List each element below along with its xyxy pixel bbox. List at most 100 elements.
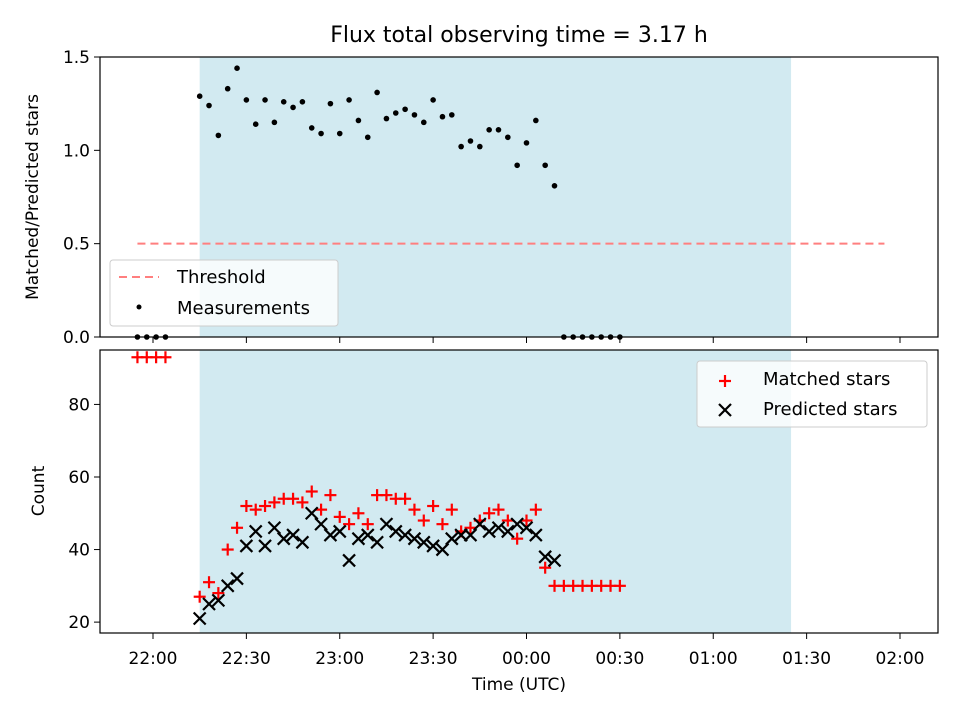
predicted-star-point: [510, 517, 524, 531]
predicted-star-point: [463, 528, 478, 542]
top-panel: 0.0 0.5 1.0 1.5 Matched/Predicted stars Thr…: [23, 48, 939, 348]
measurement-point: [542, 162, 548, 169]
predicted-star-point: [388, 524, 403, 539]
x-tick-label: 00:00: [502, 649, 551, 669]
predicted-star-point: [276, 531, 291, 546]
legend-measurements-label: Measurements: [177, 298, 310, 319]
measurement-point: [383, 115, 390, 122]
predicted-star-point: [351, 531, 366, 546]
measurement-point: [327, 100, 334, 107]
predicted-star-point: [426, 539, 440, 553]
bottom-plot-frame: [99, 349, 939, 634]
predicted-star-point: [398, 528, 412, 542]
top-y-tick-label: 0.0: [63, 328, 90, 348]
measurement-point: [206, 102, 212, 109]
matched-star-point: [501, 514, 514, 527]
predicted-star-point: [435, 542, 450, 557]
measurement-point: [523, 140, 530, 146]
bottom-panel: 20 40 60 80 22:00 22:30 23:00 23:30 00:00 00:30 01…: [29, 349, 939, 695]
measurement-point: [271, 119, 278, 126]
matched-star-point: [492, 503, 505, 516]
matched-star-point: [296, 496, 309, 509]
legend-predicted-label: Predicted stars: [763, 399, 897, 420]
matched-star-point: [511, 532, 524, 545]
predicted-star-point: [304, 506, 319, 521]
measurement-point: [495, 127, 502, 133]
matched-star-point: [539, 561, 552, 574]
matched-star-point: [315, 503, 328, 516]
matched-star-point: [324, 489, 337, 502]
matched-star-point: [613, 579, 626, 592]
top-plot-frame: [99, 56, 939, 338]
matched-star-point: [361, 518, 374, 531]
predicted-star-point: [538, 550, 552, 564]
matched-star-point: [221, 543, 234, 556]
legend-predicted-swatch: [718, 403, 732, 417]
measurement-point: [336, 130, 343, 137]
measurement-point: [551, 183, 558, 189]
matched-star-point: [408, 503, 421, 516]
measurement-point: [430, 97, 436, 103]
measurement-point: [262, 97, 268, 103]
measurement-point: [290, 104, 296, 111]
matched-star-point: [287, 492, 300, 505]
matched-star-point: [520, 514, 533, 527]
matched-star-point: [483, 507, 496, 520]
legend-threshold-label: Threshold: [176, 267, 266, 288]
x-tick-label: 23:30: [409, 649, 458, 669]
predicted-star-point: [332, 524, 347, 539]
predicted-star-point: [258, 539, 272, 553]
x-tick-label: 00:30: [595, 649, 644, 669]
measurement-point: [215, 132, 222, 139]
predicted-star-point: [370, 535, 384, 550]
bottom-y-tick-label: 40: [68, 541, 90, 561]
matched-star-point: [231, 521, 244, 534]
measurement-point: [505, 134, 511, 141]
bottom-observing-window: [199, 350, 792, 633]
matched-star-point: [240, 500, 253, 513]
measurement-point: [392, 110, 399, 116]
measurement-point: [458, 143, 464, 150]
bottom-y-tick-label: 60: [68, 468, 90, 488]
legend-matched-label: Matched stars: [763, 369, 890, 390]
matched-star-point: [464, 521, 477, 534]
top-y-tick-label: 0.5: [63, 235, 90, 255]
matched-star-point: [249, 503, 262, 516]
matched-star-point: [445, 503, 458, 516]
predicted-star-point: [342, 553, 356, 568]
matched-star-point: [193, 590, 206, 603]
predicted-star-point: [220, 579, 235, 593]
measurement-point: [402, 106, 408, 113]
predicted-star-point: [267, 521, 282, 535]
predicted-star-point: [482, 524, 496, 539]
predicted-star-point: [501, 524, 515, 539]
predicted-star-point: [192, 611, 207, 626]
bottom-y-axis-label: Count: [29, 465, 49, 516]
top-y-axis-label: Matched/Predicted stars: [23, 94, 43, 300]
matched-star-point: [352, 507, 365, 520]
measurement-point: [477, 143, 483, 150]
matched-star-point: [436, 518, 449, 531]
x-tick-label: 22:00: [129, 649, 178, 669]
measurement-point: [234, 65, 240, 71]
measurement-point: [533, 117, 539, 124]
matched-star-point: [343, 518, 356, 531]
measurement-point: [420, 119, 427, 126]
matched-star-point: [159, 351, 172, 364]
legend-measurements-swatch: [136, 304, 142, 310]
matched-star-point: [427, 500, 440, 513]
predicted-star-point: [295, 535, 310, 550]
measurement-point: [252, 121, 259, 127]
matched-star-point: [268, 496, 281, 509]
measurement-point: [308, 125, 315, 131]
predicted-star-point: [547, 553, 562, 568]
predicted-star-point: [529, 528, 543, 542]
matched-star-point: [417, 514, 430, 527]
predicted-star-point: [360, 528, 375, 542]
matched-star-point: [305, 485, 318, 498]
measurement-point: [196, 93, 203, 99]
matched-star-point: [203, 576, 216, 589]
predicted-star-point: [230, 571, 244, 586]
measurement-point: [299, 99, 306, 105]
